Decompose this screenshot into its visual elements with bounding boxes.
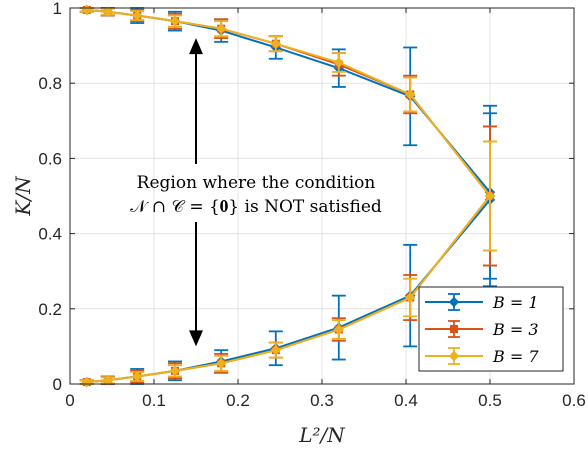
data-point <box>215 358 227 369</box>
data-point <box>131 10 143 21</box>
y-ticks: 0 0.2 0.4 0.6 0.8 1 <box>38 0 574 394</box>
x-tick-label: 0 <box>65 391 74 410</box>
data-point <box>448 350 460 362</box>
data-point <box>450 325 458 333</box>
x-ticks: 0 0.1 0.2 0.3 0.4 0.5 0.6 <box>65 8 586 410</box>
data-point <box>404 292 416 303</box>
data-point <box>270 38 282 49</box>
y-tick-label: 0.8 <box>38 74 62 93</box>
series-layer <box>79 4 497 388</box>
legend-label: B = 1 <box>492 293 539 312</box>
x-tick-label: 0.2 <box>226 391 250 410</box>
annotation-line-1: Region where the condition <box>137 173 376 193</box>
data-point <box>169 365 181 377</box>
x-axis-label: L²/N <box>298 423 346 447</box>
y-tick-label: 1 <box>53 0 62 18</box>
legend-label: B = 7 <box>492 347 539 366</box>
data-point <box>333 57 345 68</box>
arrow-up-head <box>189 38 203 55</box>
data-point <box>404 89 416 100</box>
y-tick-label: 0 <box>53 375 62 394</box>
x-tick-label: 0.3 <box>310 391 334 410</box>
arrow-down-head <box>189 330 203 347</box>
data-point <box>102 375 114 386</box>
data-point <box>169 15 181 27</box>
data-point <box>484 190 496 202</box>
x-tick-label: 0.6 <box>562 391 586 410</box>
data-point <box>333 324 345 335</box>
y-tick-label: 0.2 <box>38 300 62 319</box>
x-tick-label: 0.1 <box>142 391 166 410</box>
legend-item: B = 1 <box>425 293 539 312</box>
annotation-line-2: 𝒩 ∩ 𝒞 = {𝟎} is NOT satisfied <box>130 197 382 217</box>
legend-item: B = 7 <box>425 347 539 366</box>
data-point <box>215 23 227 34</box>
y-axis-label: K/N <box>11 175 35 217</box>
data-point <box>448 296 460 308</box>
legend: B = 1 B = 3 B = 7 <box>418 286 564 372</box>
x-tick-label: 0.4 <box>394 391 418 410</box>
y-tick-label: 0.6 <box>38 149 62 168</box>
legend-label: B = 3 <box>492 320 539 339</box>
annotation: Region where the condition 𝒩 ∩ 𝒞 = {𝟎} i… <box>130 38 382 347</box>
y-tick-label: 0.4 <box>38 225 62 244</box>
x-tick-label: 0.5 <box>478 391 502 410</box>
data-point <box>131 371 143 382</box>
plot-frame <box>69 7 575 385</box>
data-point <box>270 344 282 356</box>
data-point <box>102 6 114 17</box>
legend-item: B = 3 <box>425 320 539 339</box>
